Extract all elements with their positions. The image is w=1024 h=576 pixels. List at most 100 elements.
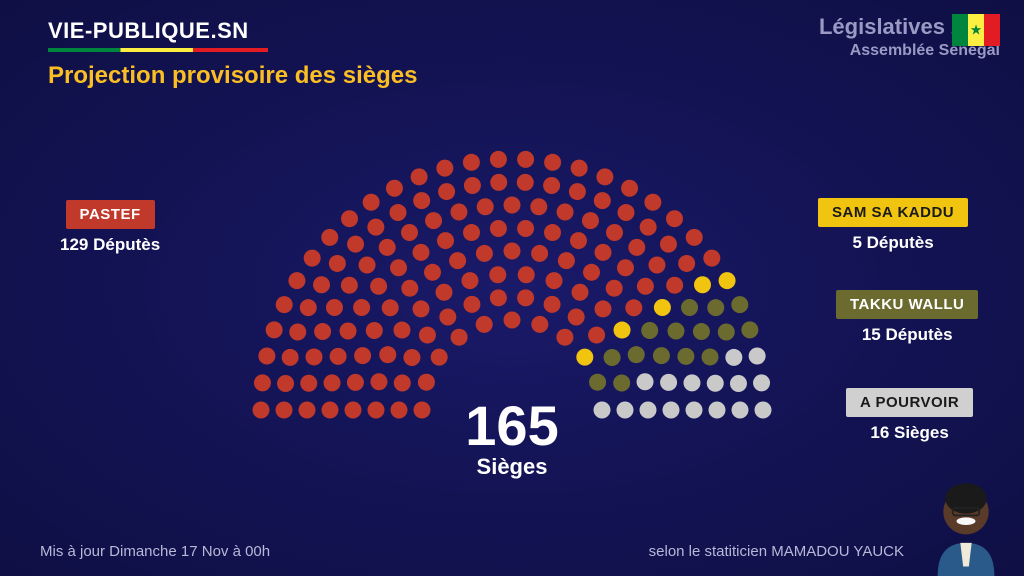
- seat-dot: [558, 252, 575, 269]
- site-underline: [48, 48, 268, 52]
- seat-dot: [583, 264, 600, 281]
- seat-dot: [366, 322, 383, 339]
- seat-dot: [589, 374, 606, 391]
- seat-dot: [518, 266, 535, 283]
- seat-dot: [648, 257, 665, 274]
- seat-dot: [556, 329, 573, 346]
- seat-dot: [504, 197, 521, 214]
- seat-dot: [438, 183, 455, 200]
- seat-dot: [588, 327, 605, 344]
- seat-dot: [329, 255, 346, 272]
- total-label: Sièges: [465, 454, 558, 480]
- seat-dot: [543, 177, 560, 194]
- seat-dot: [686, 402, 703, 419]
- footer-source: selon le statiticien MAMADOU YAUCK: [649, 543, 904, 560]
- seat-dot: [300, 375, 317, 392]
- seat-dot: [390, 259, 407, 276]
- seat-dot: [463, 154, 480, 171]
- seat-dot: [517, 220, 534, 237]
- seat-dot: [617, 402, 634, 419]
- seat-dot: [576, 349, 593, 366]
- party-chip: A POURVOIR: [846, 388, 973, 417]
- party-count: 129 Députès: [60, 235, 160, 255]
- seat-dot: [569, 183, 586, 200]
- seat-dot: [379, 346, 396, 363]
- seat-dot: [718, 324, 735, 341]
- seat-dot: [546, 272, 563, 289]
- seat-dot: [594, 402, 611, 419]
- seat-dot: [571, 160, 588, 177]
- seat-dot: [288, 272, 305, 289]
- party-chip: PASTEF: [66, 200, 155, 229]
- seat-dot: [330, 348, 347, 365]
- seat-dot: [644, 194, 661, 211]
- senegal-flag-icon: ★: [952, 14, 1000, 46]
- seat-dot: [594, 192, 611, 209]
- seat-dot: [621, 180, 638, 197]
- footer-updated: Mis à jour Dimanche 17 Nov à 00h: [40, 543, 270, 560]
- seat-dot: [557, 203, 574, 220]
- seat-dot: [683, 374, 700, 391]
- seat-dot: [413, 244, 430, 261]
- seat-dot: [640, 402, 657, 419]
- seat-dot: [490, 151, 507, 168]
- author-avatar: [918, 472, 1014, 576]
- seat-dot: [640, 219, 657, 236]
- seat-dot: [411, 168, 428, 185]
- seat-dot: [544, 224, 561, 241]
- site-name: VIE-PUBLIQUE.SN: [48, 18, 417, 44]
- seat-dot: [530, 198, 547, 215]
- seat-dot: [382, 299, 399, 316]
- party-count: 16 Sièges: [846, 423, 973, 443]
- seat-dot: [401, 280, 418, 297]
- seat-dot: [678, 255, 695, 272]
- seat-dot: [490, 174, 507, 191]
- seat-dot: [702, 348, 719, 365]
- seat-dot: [461, 272, 478, 289]
- seat-dot: [613, 374, 630, 391]
- seat-dot: [517, 151, 534, 168]
- seat-dot: [401, 224, 418, 241]
- seat-dot: [604, 349, 621, 366]
- seat-dot: [531, 316, 548, 333]
- header: VIE-PUBLIQUE.SN Projection provisoire de…: [48, 18, 417, 90]
- seat-dot: [253, 402, 270, 419]
- seat-dot: [489, 266, 506, 283]
- seat-dot: [544, 154, 561, 171]
- seat-dot: [363, 194, 380, 211]
- seat-dot: [753, 374, 770, 391]
- seat-dot: [707, 299, 724, 316]
- seat-dot: [439, 309, 456, 326]
- seat-dot: [681, 299, 698, 316]
- seat-dot: [653, 347, 670, 364]
- seat-dot: [517, 289, 534, 306]
- party-label-samsa: SAM SA KADDU5 Députès: [818, 198, 968, 253]
- seat-dot: [476, 245, 493, 262]
- seat-dot: [628, 239, 645, 256]
- seat-dot: [419, 327, 436, 344]
- party-label-pastef: PASTEF 129 Députès: [60, 200, 160, 255]
- seat-dot: [324, 374, 341, 391]
- seat-dot: [258, 348, 275, 365]
- seat-dot: [463, 224, 480, 241]
- seat-dot: [531, 245, 548, 262]
- seat-dot: [641, 322, 658, 339]
- seat-dot: [637, 373, 654, 390]
- seat-dot: [666, 277, 683, 294]
- seat-dot: [693, 323, 710, 340]
- seat-dot: [618, 204, 635, 221]
- seat-dot: [424, 264, 441, 281]
- seat-dot: [276, 402, 293, 419]
- seat-dot: [341, 210, 358, 227]
- seat-dot: [347, 236, 364, 253]
- seat-dot: [660, 374, 677, 391]
- seat-dot: [304, 250, 321, 267]
- seat-dot: [596, 168, 613, 185]
- seat-dot: [570, 232, 587, 249]
- seat-dot: [477, 198, 494, 215]
- seat-dot: [731, 296, 748, 313]
- seat-dot: [368, 402, 385, 419]
- seat-dot: [277, 375, 294, 392]
- seat-dot: [749, 348, 766, 365]
- seat-dot: [300, 299, 317, 316]
